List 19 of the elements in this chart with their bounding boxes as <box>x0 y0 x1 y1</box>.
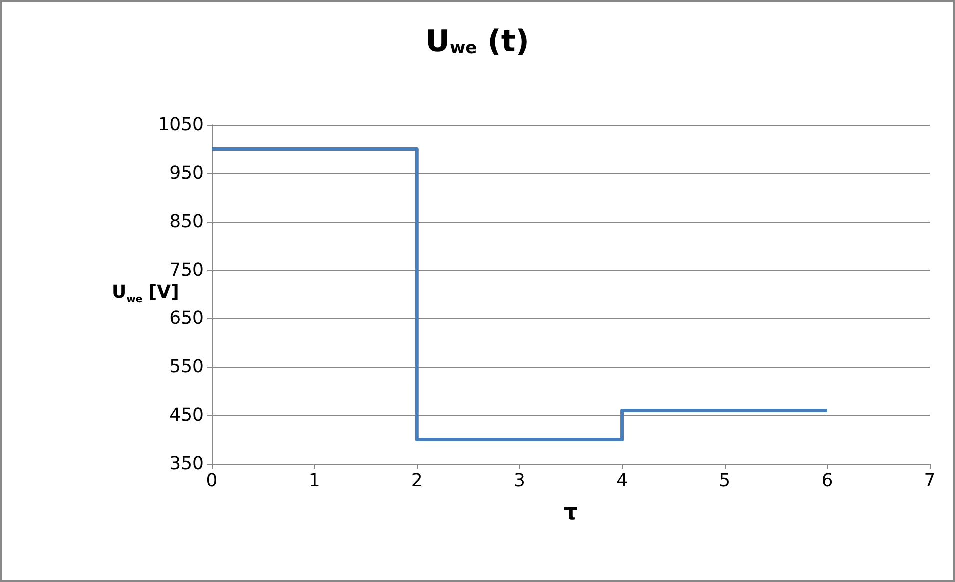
y-axis-title: U$_{we}$ [V] <box>112 282 180 306</box>
x-tick-label: 3 <box>514 470 526 492</box>
y-tick-label: 750 <box>170 260 204 281</box>
y-tick-label: 450 <box>170 405 204 426</box>
y-tick-label: 1050 <box>158 114 204 136</box>
y-tick-label: 350 <box>170 454 204 474</box>
x-tick-label: 0 <box>206 470 218 492</box>
x-tick-label: 1 <box>308 470 320 492</box>
x-tick-label: 2 <box>411 470 423 492</box>
x-tick-label: 5 <box>719 470 731 492</box>
x-tick-label: 7 <box>924 470 936 492</box>
y-tick-label: 650 <box>170 308 204 330</box>
y-tick-label: 850 <box>170 211 204 232</box>
x-tick-label: 4 <box>616 470 628 492</box>
x-tick-label: 6 <box>822 470 834 492</box>
x-axis-title: τ <box>564 500 578 526</box>
y-tick-label: 950 <box>170 162 204 184</box>
chart-title: Uwe (t) <box>426 24 530 60</box>
y-tick-label: 550 <box>170 356 204 378</box>
